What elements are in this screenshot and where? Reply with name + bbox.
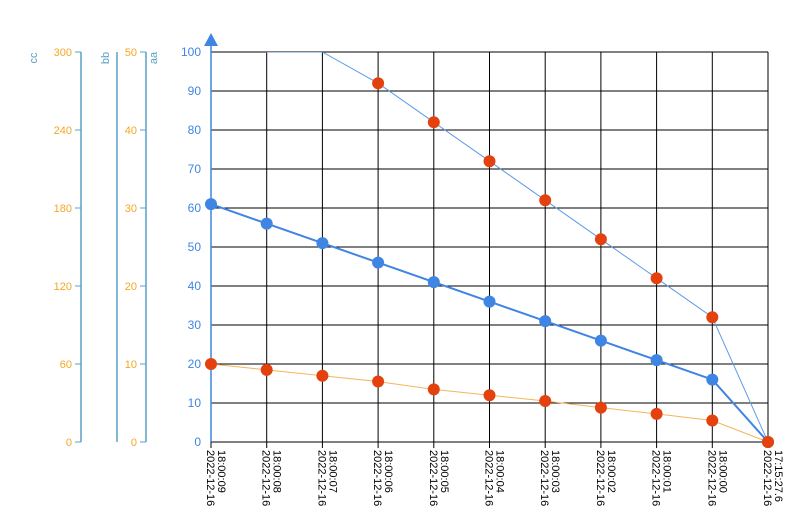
x-tick-label: 2022-12-16 17:15:27.6 bbox=[761, 450, 784, 506]
y-tick-label-main: 70 bbox=[188, 162, 202, 176]
data-point bbox=[706, 373, 719, 386]
x-tick-label: 2022-12-16 18:00:04 bbox=[483, 450, 506, 506]
x-tick-label-time: 18:00:09 bbox=[215, 450, 227, 493]
data-point bbox=[205, 198, 217, 211]
y-axis-label-bb: bb bbox=[100, 52, 112, 64]
y-tick-label-aa: 50 bbox=[125, 47, 137, 59]
x-tick-label: 2022-12-16 18:00:03 bbox=[538, 450, 561, 506]
data-point bbox=[594, 401, 607, 414]
y-tick-label-main: 50 bbox=[188, 240, 202, 254]
x-tick-label-date: 2022-12-16 bbox=[650, 450, 662, 506]
x-tick-label-date: 2022-12-16 bbox=[315, 450, 327, 506]
x-tick-label: 2022-12-16 18:00:08 bbox=[260, 450, 283, 506]
data-point bbox=[539, 315, 552, 328]
x-tick-label-time: 18:00:05 bbox=[438, 450, 450, 493]
y-tick-label-aa: 20 bbox=[125, 281, 137, 293]
y-tick-label-aa: 0 bbox=[131, 437, 137, 449]
data-point bbox=[706, 414, 719, 427]
y-tick-label-main: 0 bbox=[194, 435, 201, 449]
y-tick-label-main: 90 bbox=[188, 84, 202, 98]
data-point bbox=[762, 436, 774, 448]
data-point bbox=[650, 272, 663, 285]
x-tick-label-date: 2022-12-16 bbox=[204, 450, 216, 506]
data-point bbox=[706, 311, 719, 324]
data-point bbox=[650, 407, 663, 420]
data-point bbox=[483, 389, 496, 402]
x-tick-label: 2022-12-16 18:00:09 bbox=[204, 450, 227, 506]
y-tick-label-main: 40 bbox=[188, 279, 202, 293]
data-point bbox=[650, 354, 663, 367]
data-point bbox=[316, 369, 329, 382]
data-point bbox=[483, 295, 496, 308]
y-tick-label-cc: 120 bbox=[54, 281, 72, 293]
data-point bbox=[427, 383, 440, 396]
y-tick-label-cc: 240 bbox=[54, 125, 72, 137]
data-point bbox=[427, 276, 440, 289]
y-tick-label-cc: 0 bbox=[66, 437, 72, 449]
data-point bbox=[594, 334, 607, 347]
y-tick-label-aa: 10 bbox=[125, 359, 137, 371]
x-tick-label-time: 18:00:08 bbox=[271, 450, 283, 493]
x-tick-label-time: 18:00:07 bbox=[326, 450, 338, 493]
y-axis-label-aa: aa bbox=[148, 51, 160, 64]
y-tick-label-main: 60 bbox=[188, 201, 202, 215]
x-tick-label-date: 2022-12-16 bbox=[371, 450, 383, 506]
y-axis-label-cc: cc bbox=[28, 52, 40, 64]
x-tick-label: 2022-12-16 18:00:07 bbox=[315, 450, 338, 506]
data-point bbox=[594, 233, 607, 246]
y-tick-label-main: 80 bbox=[188, 123, 202, 137]
y-tick-label-aa: 40 bbox=[125, 125, 137, 137]
data-point bbox=[260, 217, 273, 230]
data-point bbox=[539, 395, 552, 408]
x-tick-label-date: 2022-12-16 bbox=[761, 450, 773, 506]
y-axis-arrow-icon bbox=[204, 33, 218, 46]
data-point bbox=[316, 237, 329, 250]
x-tick-label-time: 18:00:02 bbox=[605, 450, 617, 493]
x-tick-label: 2022-12-16 18:00:05 bbox=[427, 450, 450, 506]
x-tick-label-time: 18:00:06 bbox=[382, 450, 394, 493]
data-point bbox=[372, 77, 385, 90]
data-point bbox=[372, 256, 385, 269]
x-tick-label-date: 2022-12-16 bbox=[260, 450, 272, 506]
y-tick-label-main: 100 bbox=[181, 45, 201, 59]
x-tick-label-time: 18:00:03 bbox=[549, 450, 561, 493]
x-tick-label-time: 17:15:27.6 bbox=[772, 450, 784, 502]
x-tick-label-date: 2022-12-16 bbox=[427, 450, 439, 506]
x-tick-label-time: 18:00:04 bbox=[494, 450, 506, 493]
data-point bbox=[539, 194, 552, 207]
x-tick-label-time: 18:00:01 bbox=[661, 450, 673, 493]
y-tick-label-cc: 60 bbox=[60, 359, 72, 371]
x-tick-label: 2022-12-16 18:00:06 bbox=[371, 450, 394, 506]
data-point bbox=[260, 363, 273, 376]
x-tick-label: 2022-12-16 18:00:00 bbox=[705, 450, 728, 506]
data-point bbox=[483, 155, 496, 168]
y-tick-label-main: 10 bbox=[188, 396, 202, 410]
x-tick-label-date: 2022-12-16 bbox=[483, 450, 495, 506]
y-tick-label-cc: 300 bbox=[54, 47, 72, 59]
x-tick-label-date: 2022-12-16 bbox=[705, 450, 717, 506]
data-point bbox=[372, 375, 385, 388]
y-tick-label-main: 20 bbox=[188, 357, 202, 371]
y-tick-label-aa: 30 bbox=[125, 203, 137, 215]
x-tick-label: 2022-12-16 18:00:02 bbox=[594, 450, 617, 506]
x-tick-label: 2022-12-16 18:00:01 bbox=[650, 450, 673, 506]
x-tick-label-date: 2022-12-16 bbox=[538, 450, 550, 506]
x-tick-label-date: 2022-12-16 bbox=[594, 450, 606, 506]
x-tick-label-time: 18:00:00 bbox=[716, 450, 728, 493]
data-point bbox=[205, 358, 217, 370]
y-tick-label-cc: 180 bbox=[54, 203, 72, 215]
data-point bbox=[427, 116, 440, 129]
y-tick-label-main: 30 bbox=[188, 318, 202, 332]
